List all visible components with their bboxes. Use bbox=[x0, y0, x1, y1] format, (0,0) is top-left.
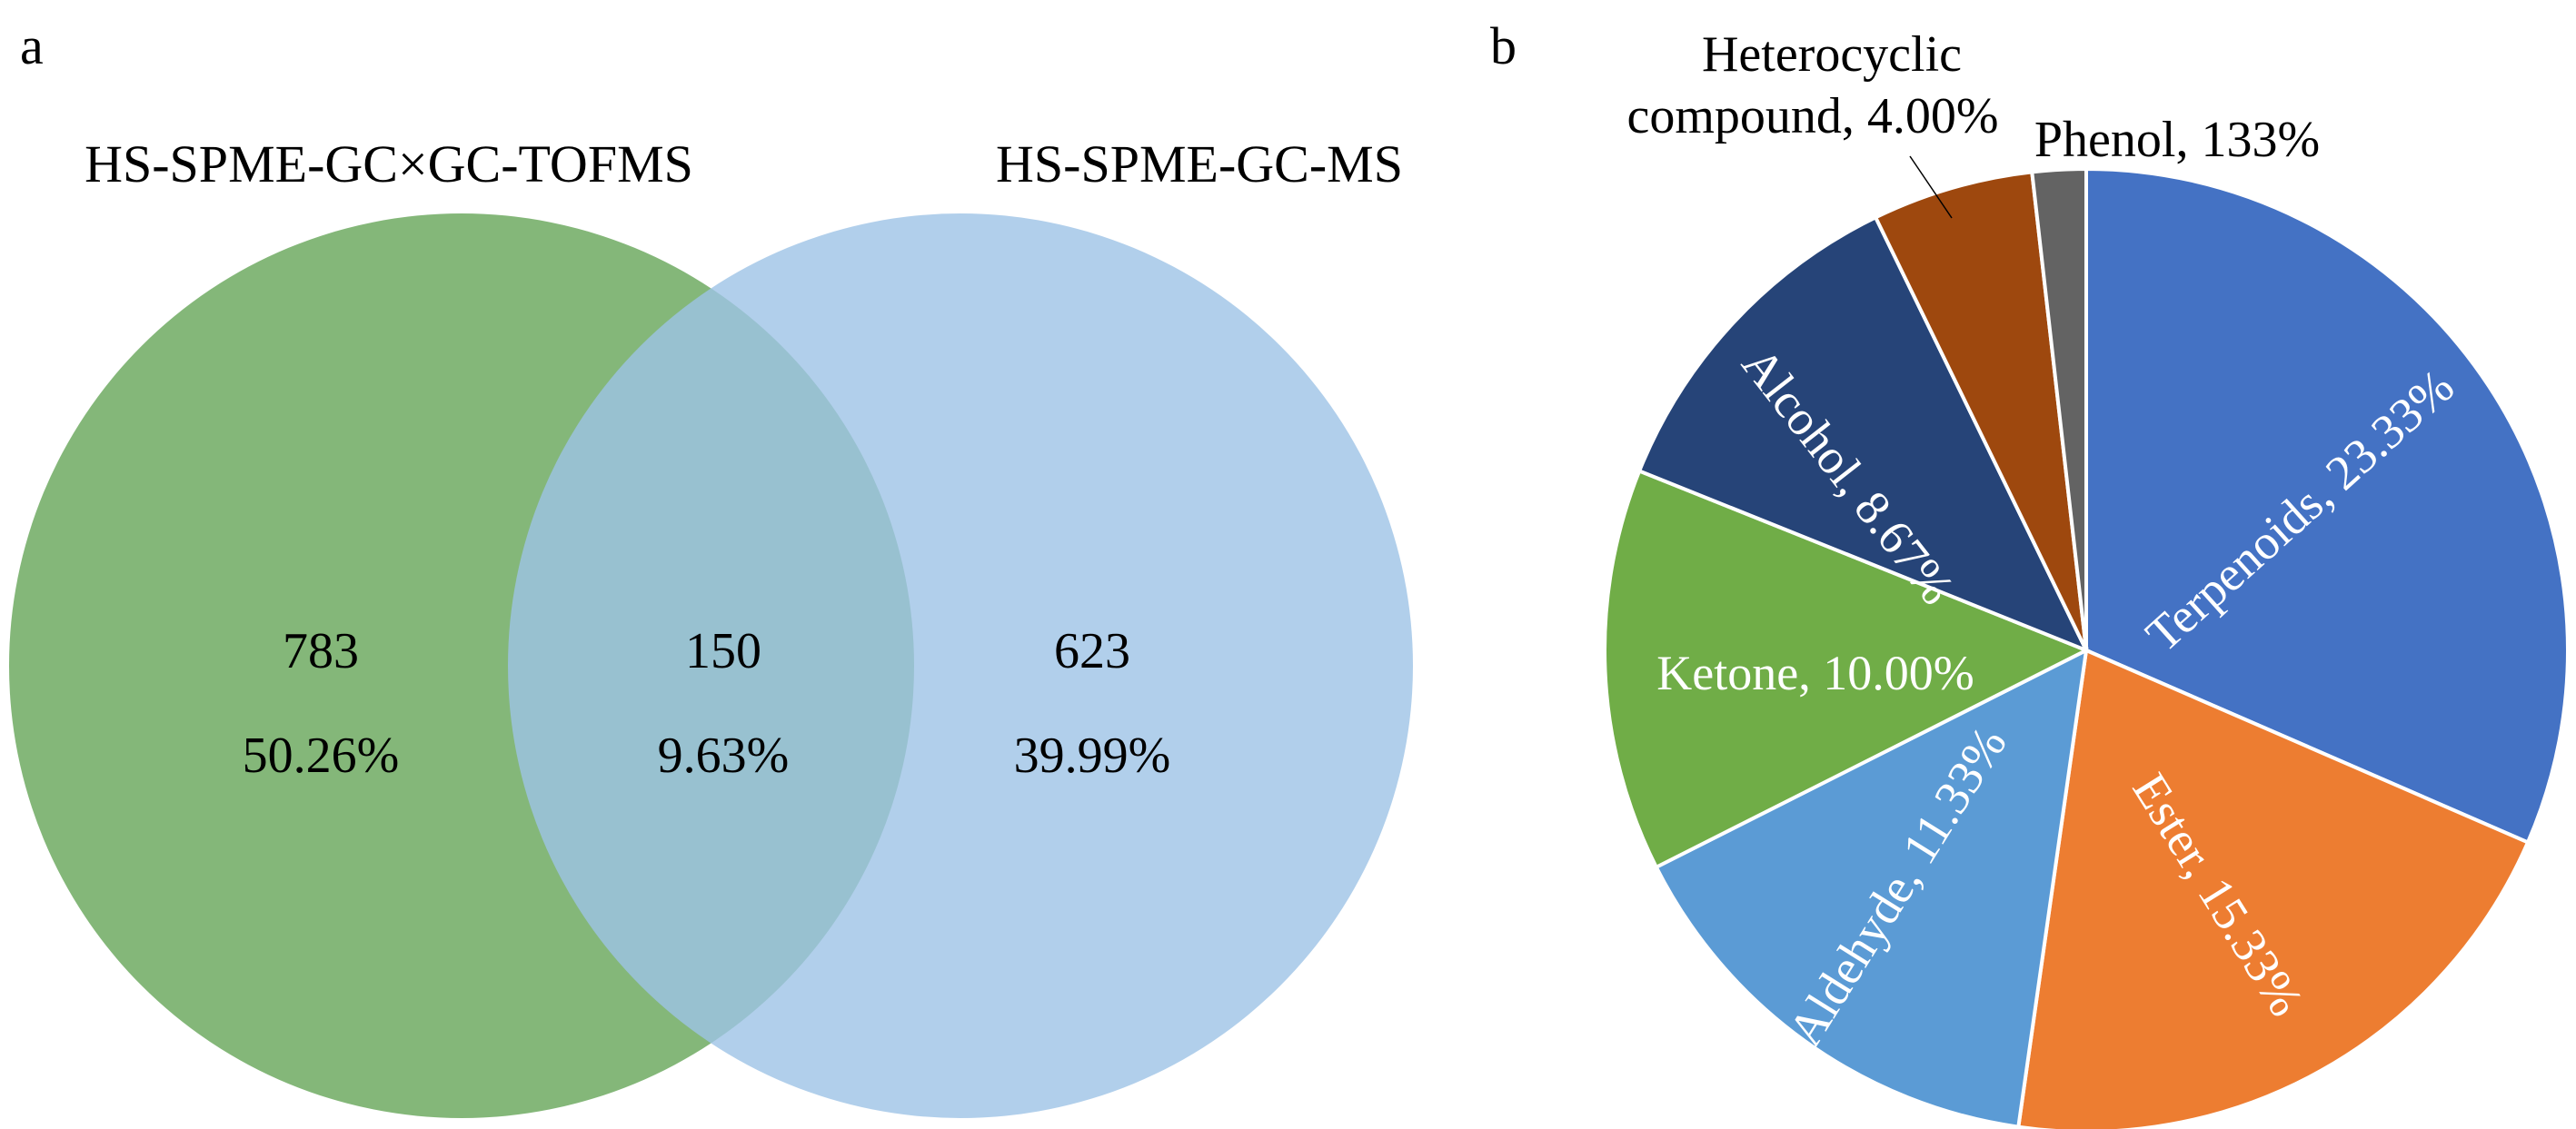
pie-slice-aldehyde bbox=[1654, 647, 2089, 1129]
venn-left-count: 783 bbox=[283, 623, 359, 679]
venn-left-percent: 50.26% bbox=[243, 728, 400, 784]
pie-slice-terpenoids bbox=[2084, 166, 2570, 846]
pie-slice-heterocyclic-compound bbox=[1873, 170, 2088, 651]
pie-slice-phenol bbox=[2030, 166, 2088, 651]
pie-leader-line-heterocyclic bbox=[1909, 155, 1953, 219]
venn-right-count: 623 bbox=[1054, 623, 1130, 679]
venn-set-right-title: HS-SPME-GC-MS bbox=[996, 134, 1403, 193]
pie-slice-ketone bbox=[1603, 468, 2091, 870]
venn-right-percent: 39.99% bbox=[1014, 728, 1171, 784]
pie-chart bbox=[1603, 166, 2570, 1129]
pie-label-ketone: Ketone, 10.00% bbox=[1656, 646, 1974, 700]
pie-label-heterocyclic-line1: Heterocyclic bbox=[1702, 26, 1962, 83]
venn-overlap-count: 150 bbox=[685, 623, 761, 679]
panel-b-label: b bbox=[1490, 16, 1517, 75]
pie-label-phenol: Phenol, 133% bbox=[2034, 112, 2320, 168]
panel-a-label: a bbox=[20, 16, 44, 75]
pie-slice-alcohol bbox=[1636, 214, 2091, 654]
pie-slice-ester bbox=[2016, 648, 2531, 1129]
pie-label-heterocyclic-line2: compound, 4.00% bbox=[1626, 88, 1998, 144]
venn-circle-right bbox=[508, 213, 1413, 1118]
venn-overlap-percent: 9.63% bbox=[658, 728, 790, 784]
venn-set-left-title: HS-SPME-GC×GC-TOFMS bbox=[85, 134, 693, 193]
